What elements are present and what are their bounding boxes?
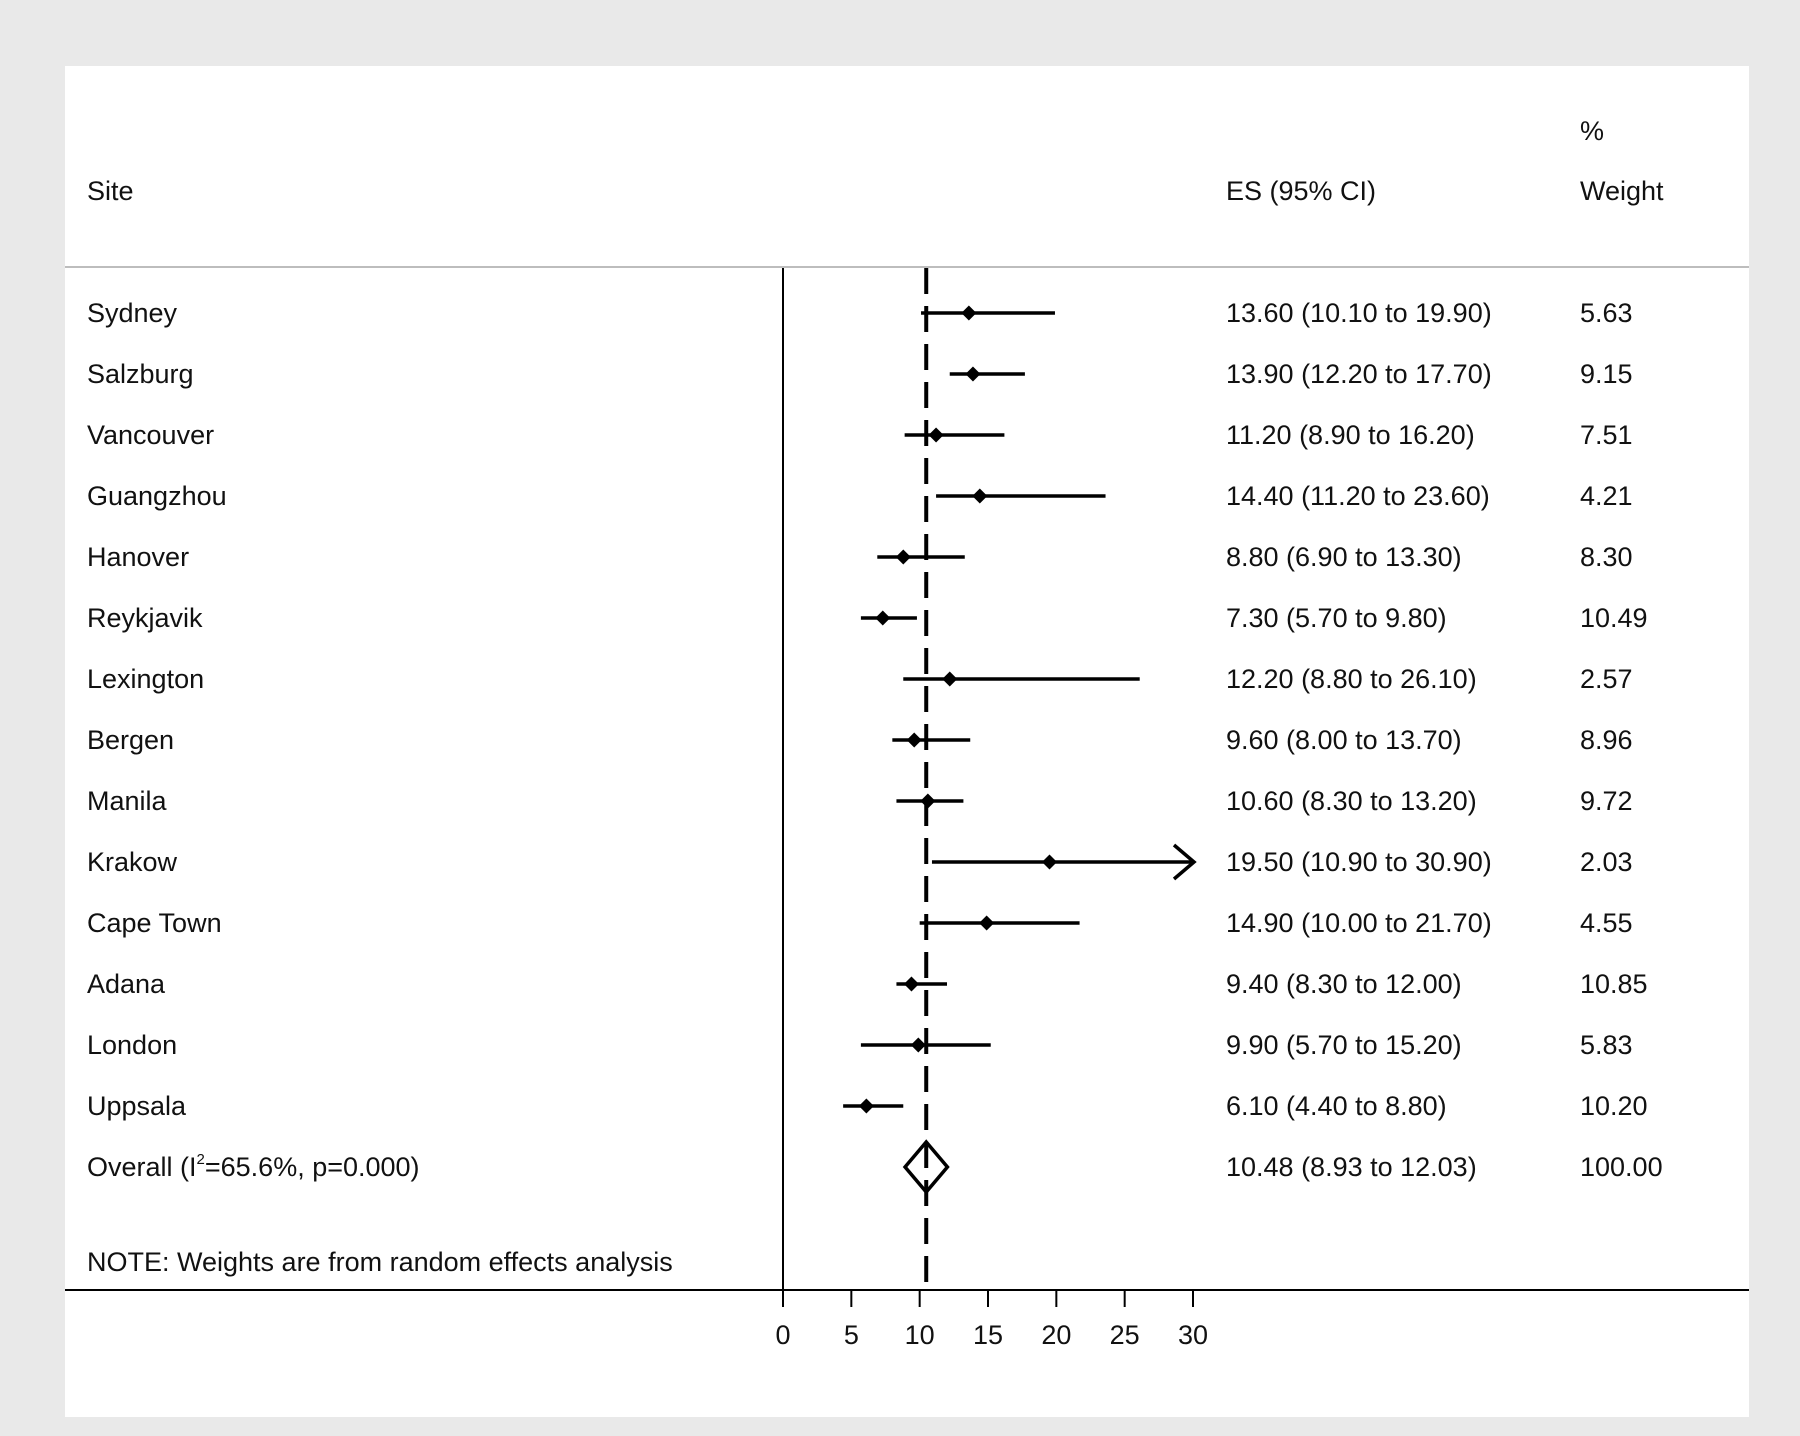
- site-label: Sydney: [87, 298, 178, 328]
- site-label: Hanover: [87, 542, 189, 572]
- site-label: Reykjavik: [87, 603, 203, 633]
- es-ci-label: 8.80 (6.90 to 13.30): [1226, 542, 1462, 572]
- header-site: Site: [87, 176, 134, 206]
- weight-label: 4.21: [1580, 481, 1633, 511]
- point-estimate: [942, 671, 958, 687]
- overall-label-superscript: 2: [197, 1151, 205, 1168]
- point-estimate: [972, 488, 988, 504]
- overall-weight-label: 100.00: [1580, 1152, 1663, 1182]
- es-ci-label: 11.20 (8.90 to 16.20): [1226, 420, 1475, 450]
- es-ci-label: 12.20 (8.80 to 26.10): [1226, 664, 1477, 694]
- overall-label-suffix: =65.6%, p=0.000): [205, 1152, 420, 1182]
- x-tick-label: 10: [905, 1320, 935, 1350]
- es-ci-label: 13.90 (12.20 to 17.70): [1226, 359, 1492, 389]
- weight-label: 4.55: [1580, 908, 1633, 938]
- row-labels: Sydney 13.60 (10.10 to 19.90) 5.63 Salzburg…: [87, 298, 1663, 1182]
- site-label: London: [87, 1030, 177, 1060]
- overall-diamond: [902, 1139, 950, 1195]
- weight-label: 10.85: [1580, 969, 1648, 999]
- header-weight: Weight: [1580, 176, 1664, 206]
- plot-marks: 0 5 10 15 20 25 30: [775, 268, 1208, 1350]
- weight-label: 10.49: [1580, 603, 1648, 633]
- es-ci-label: 19.50 (10.90 to 30.90): [1226, 847, 1492, 877]
- x-tick-label: 20: [1041, 1320, 1071, 1350]
- point-estimate: [906, 732, 922, 748]
- site-label: Guangzhou: [87, 481, 227, 511]
- point-estimate: [875, 610, 891, 626]
- weight-label: 7.51: [1580, 420, 1633, 450]
- x-tick-label: 25: [1110, 1320, 1140, 1350]
- x-tick-label: 30: [1178, 1320, 1208, 1350]
- weight-label: 9.15: [1580, 359, 1633, 389]
- weight-label: 9.72: [1580, 786, 1633, 816]
- point-estimate: [928, 427, 944, 443]
- point-estimate: [903, 976, 919, 992]
- es-ci-label: 14.90 (10.00 to 21.70): [1226, 908, 1492, 938]
- site-label: Salzburg: [87, 359, 194, 389]
- es-ci-label: 9.90 (5.70 to 15.20): [1226, 1030, 1462, 1060]
- es-ci-label: 6.10 (4.40 to 8.80): [1226, 1091, 1447, 1121]
- point-estimate: [961, 305, 977, 321]
- weight-label: 5.63: [1580, 298, 1633, 328]
- site-label: Vancouver: [87, 420, 214, 450]
- weight-label: 5.83: [1580, 1030, 1633, 1060]
- weight-label: 2.03: [1580, 847, 1633, 877]
- point-estimate: [895, 549, 911, 565]
- point-estimate: [1042, 854, 1058, 870]
- point-estimate: [979, 915, 995, 931]
- weight-label: 10.20: [1580, 1091, 1648, 1121]
- site-label: Bergen: [87, 725, 174, 755]
- overall-label: Overall (I2=65.6%, p=0.000): [87, 1151, 420, 1182]
- point-estimate: [910, 1037, 926, 1053]
- es-ci-label: 7.30 (5.70 to 9.80): [1226, 603, 1447, 633]
- note-text: NOTE: Weights are from random effects an…: [87, 1247, 673, 1277]
- weight-label: 8.30: [1580, 542, 1633, 572]
- header-es-ci: ES (95% CI): [1226, 176, 1376, 206]
- es-ci-label: 14.40 (11.20 to 23.60): [1226, 481, 1490, 511]
- x-tick-label: 5: [844, 1320, 859, 1350]
- site-label: Uppsala: [87, 1091, 187, 1121]
- weight-label: 2.57: [1580, 664, 1633, 694]
- point-estimate: [858, 1098, 874, 1114]
- point-estimate: [965, 366, 981, 382]
- header-weight-percent: %: [1580, 116, 1604, 146]
- site-label: Lexington: [87, 664, 204, 694]
- es-ci-label: 13.60 (10.10 to 19.90): [1226, 298, 1492, 328]
- overall-label-prefix: Overall (I: [87, 1152, 197, 1182]
- site-label: Adana: [87, 969, 166, 999]
- ci-arrow: [1172, 843, 1197, 881]
- es-ci-label: 9.40 (8.30 to 12.00): [1226, 969, 1462, 999]
- es-ci-label: 9.60 (8.00 to 13.70): [1226, 725, 1462, 755]
- site-label: Krakow: [87, 847, 178, 877]
- weight-label: 8.96: [1580, 725, 1633, 755]
- point-estimate: [920, 793, 936, 809]
- overall-es-ci-label: 10.48 (8.93 to 12.03): [1226, 1152, 1477, 1182]
- site-label: Manila: [87, 786, 168, 816]
- site-label: Cape Town: [87, 908, 222, 938]
- es-ci-label: 10.60 (8.30 to 13.20): [1226, 786, 1477, 816]
- x-tick-label: 15: [973, 1320, 1003, 1350]
- x-tick-label: 0: [775, 1320, 790, 1350]
